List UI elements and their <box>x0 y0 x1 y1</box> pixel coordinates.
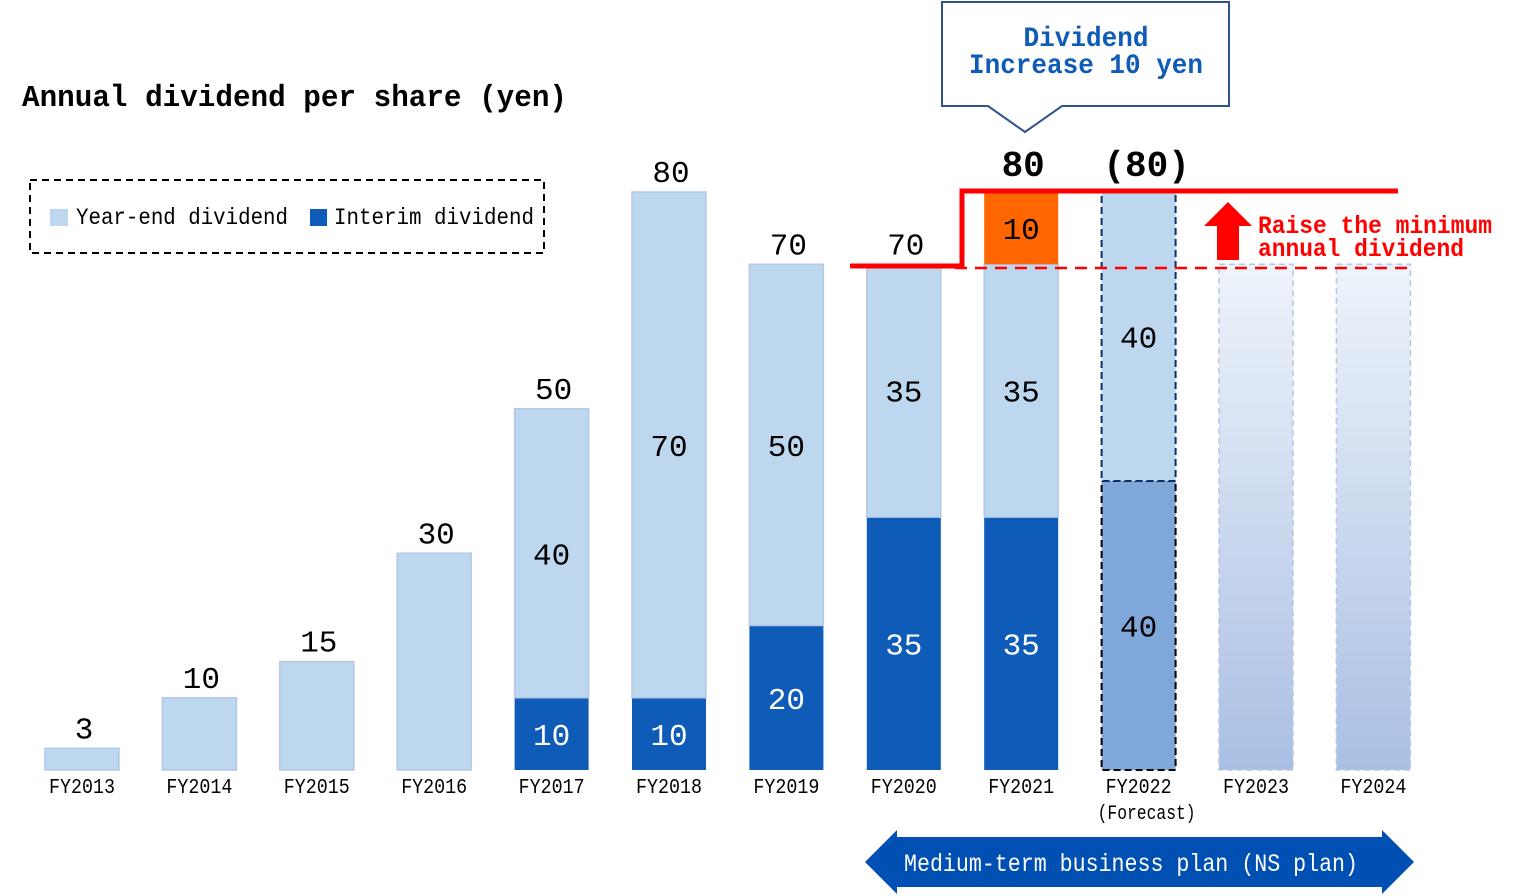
x-tick-FY2019: FY2019 <box>753 777 819 800</box>
bar-year-end-FY2017 <box>513 408 590 699</box>
raise-label-line2: annual dividend <box>1258 235 1464 264</box>
minimum-dividend-annotation: Raise the minimum annual dividend <box>850 188 1492 270</box>
bar-year-end-FY2020 <box>866 263 942 518</box>
label-interim-FY2017: 10 <box>533 720 570 755</box>
bar-year-end-FY2021 <box>983 263 1059 518</box>
label-increase-FY2021: 10 <box>1003 214 1040 249</box>
x-tick-FY2024: FY2024 <box>1340 777 1406 800</box>
bars: 3 FY2013 10 FY2014 15 FY2015 30 FY2016 10 40 50 FY2… <box>44 146 1412 826</box>
total-label-FY2022: (80) <box>1103 146 1189 187</box>
minimum-step-line <box>850 188 1398 269</box>
label-interim-FY2021: 35 <box>1003 630 1040 665</box>
total-label-FY2020: 70 <box>887 229 924 264</box>
total-label-FY2021: 80 <box>1002 146 1045 187</box>
label-year-end-FY2018: 70 <box>650 431 687 466</box>
x-tick-FY2016: FY2016 <box>401 777 467 800</box>
bar-interim-FY2017 <box>514 697 589 770</box>
callout-line1: Dividend <box>1024 24 1149 55</box>
bar-interim-FY2020 <box>866 517 941 770</box>
raise-arrow-icon <box>1204 202 1252 260</box>
x-tick-FY2022: FY2022 <box>1106 777 1172 800</box>
bar-interim-FY2018 <box>632 697 706 770</box>
bar-planned-FY2023 <box>1218 263 1294 771</box>
plan-arrow: Medium-term business plan (NS plan) <box>865 830 1414 894</box>
label-year-end-FY2021: 35 <box>1003 377 1040 412</box>
raise-label-line1: Raise the minimum <box>1258 212 1492 241</box>
bar-interim-FY2021 <box>984 517 1059 770</box>
bar-interim-FY2022 <box>1100 480 1177 771</box>
x-tick-FY2015: FY2015 <box>284 777 350 800</box>
label-interim-FY2018: 10 <box>650 720 687 755</box>
x-tick-FY2014: FY2014 <box>166 777 232 800</box>
bar-year-end-FY2022 <box>1100 191 1177 482</box>
legend: Year-end dividend Interim dividend <box>29 179 545 254</box>
double-arrow-shape <box>865 830 1414 894</box>
label-year-end-FY2022: 40 <box>1120 323 1157 358</box>
x-tick-FY2021: FY2021 <box>988 777 1054 800</box>
chart-title: Annual dividend per share (yen) <box>22 81 567 116</box>
total-label-FY2016: 30 <box>418 518 455 553</box>
bar-year-end-FY2015 <box>279 660 355 771</box>
total-label-FY2019: 70 <box>770 229 807 264</box>
x-tick-FY2013: FY2013 <box>49 777 115 800</box>
x-tick-FY2023: FY2023 <box>1223 777 1289 800</box>
legend-label-year-end: Year-end dividend <box>76 205 288 231</box>
legend-swatch-year-end <box>50 209 68 226</box>
legend-label-interim: Interim dividend <box>334 205 534 231</box>
bar-year-end-FY2016 <box>396 552 472 771</box>
total-label-FY2018: 80 <box>652 157 689 192</box>
x-tick-FY2018: FY2018 <box>636 777 702 800</box>
callout: Dividend Increase 10 yen <box>941 1 1230 134</box>
legend-border <box>29 179 545 254</box>
total-label-FY2017: 50 <box>535 374 572 409</box>
label-interim-FY2019: 20 <box>768 684 805 719</box>
bar-interim-FY2019 <box>749 625 824 770</box>
legend-swatch-interim <box>310 209 327 226</box>
total-label-FY2014: 10 <box>183 663 220 698</box>
bar-year-end-FY2018 <box>631 191 707 699</box>
plan-arrow-label: Medium-term business plan (NS plan) <box>904 850 1358 879</box>
bar-year-end-FY2013 <box>44 747 120 771</box>
callout-box <box>941 1 1230 134</box>
label-year-end-FY2020: 35 <box>885 377 922 412</box>
label-year-end-FY2019: 50 <box>768 431 805 466</box>
x-sublabel-FY2022: (Forecast) <box>1098 803 1196 826</box>
bar-year-end-FY2014 <box>161 697 238 771</box>
callout-line2: Increase 10 yen <box>969 51 1203 82</box>
bar-increase-FY2021 <box>984 192 1059 265</box>
x-tick-FY2017: FY2017 <box>519 777 585 800</box>
bar-planned-FY2024 <box>1335 263 1412 771</box>
label-interim-FY2022: 40 <box>1120 612 1157 647</box>
total-label-FY2015: 15 <box>300 627 337 662</box>
label-interim-FY2020: 35 <box>885 630 922 665</box>
total-label-FY2013: 3 <box>75 713 94 748</box>
x-tick-FY2020: FY2020 <box>871 777 937 800</box>
bar-year-end-FY2019 <box>748 263 825 627</box>
label-year-end-FY2017: 40 <box>533 539 570 574</box>
